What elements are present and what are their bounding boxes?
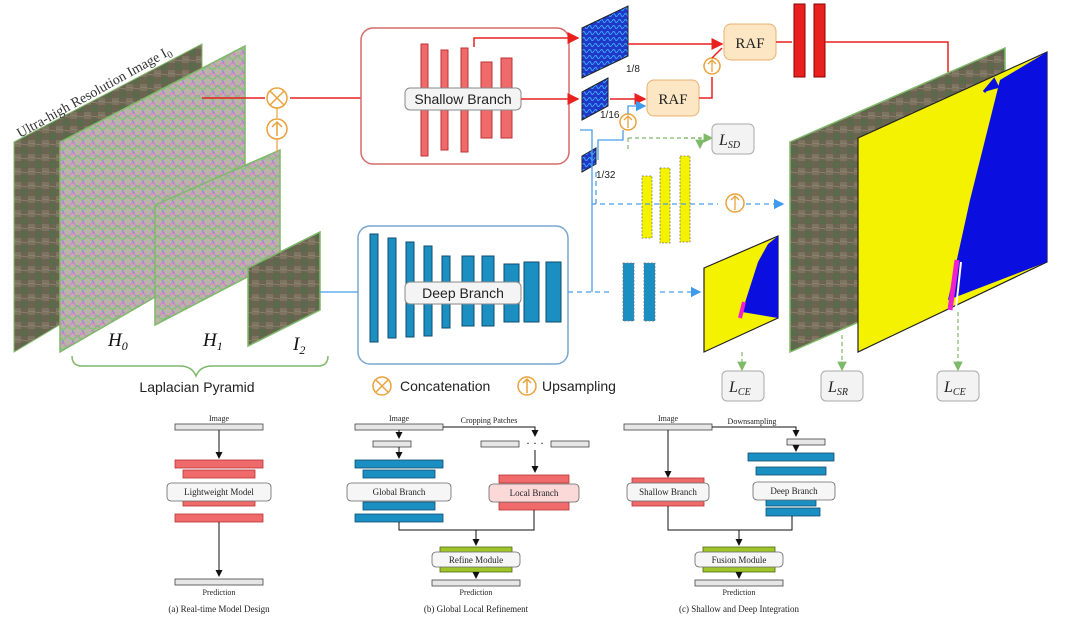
legend-upsample-label: Upsampling	[542, 378, 616, 394]
loss-sr-label: LSR	[827, 379, 848, 398]
panel-a-prediction-label: Prediction	[203, 588, 236, 597]
global-branch-label: Global Branch	[373, 487, 426, 497]
panel-c-deep-branch-label: Deep Branch	[770, 486, 818, 496]
panel-a-caption: (a) Real-time Model Design	[168, 604, 270, 614]
refine-module-label: Refine Module	[449, 555, 503, 565]
panel-c-prediction-bar	[694, 579, 784, 587]
deep-branch-label: Deep Branch	[422, 285, 504, 301]
feature-map-1-8	[581, 5, 629, 79]
scale-1-32: 1/32	[596, 170, 616, 181]
pyramid-brace	[71, 355, 329, 379]
large-segmentation-map	[857, 51, 1048, 353]
loss-ce-2-box	[936, 370, 980, 402]
fusion-module-box	[694, 551, 784, 568]
pyramid-label: Laplacian Pyramid	[139, 379, 254, 395]
output-bar-2	[813, 3, 826, 78]
feature-map-1-16	[581, 77, 609, 121]
panel-c-prediction-label: Prediction	[723, 588, 756, 597]
deep-output-bars	[622, 262, 656, 322]
panel-c: Image Downsampling Deep Branch Shallow B…	[623, 414, 836, 614]
panel-b-image-bar	[354, 423, 444, 431]
loss-sd-label: LSD	[718, 132, 741, 151]
panel-a-image-bar	[174, 423, 264, 431]
i2-layer	[247, 230, 321, 348]
loss-sd-box	[711, 123, 755, 155]
small-segmentation-map	[703, 235, 779, 353]
panel-b-prediction-label: Prediction	[460, 588, 493, 597]
output-bar-1	[793, 3, 806, 78]
feature-map-1-32	[581, 147, 597, 173]
local-branch-box	[488, 483, 580, 503]
lightweight-model-label: Lightweight Model	[184, 487, 254, 497]
loss-ce-1-box	[721, 370, 765, 402]
scale-1-16: 1/16	[600, 110, 620, 121]
global-branch-box	[346, 482, 452, 502]
i2-label: I2	[292, 334, 305, 357]
h0-label: H0	[107, 330, 128, 353]
refine-module-box	[431, 551, 521, 568]
panel-a-image-label: Image	[209, 414, 229, 423]
scale-1-8: 1/8	[626, 64, 640, 75]
panel-b-image-label: Image	[389, 414, 409, 423]
raf-label-1: RAF	[735, 36, 764, 52]
panel-b-prediction-bar	[431, 579, 521, 587]
yellow-decoder-bars	[641, 155, 691, 244]
downsampling-label: Downsampling	[728, 417, 777, 426]
panel-c-shallow-branch-box	[626, 482, 710, 502]
panel-b: Image Cropping Patches · · · Global Bran…	[346, 414, 590, 614]
loss-ce-1-label: LCE	[728, 379, 751, 398]
patch-dots: · · ·	[526, 436, 544, 450]
panel-a: Image Lightweight Model Prediction (a) R…	[166, 414, 272, 614]
loss-ce-2-label: LCE	[943, 379, 966, 398]
panel-c-image-bar	[623, 423, 713, 431]
fusion-module-label: Fusion Module	[712, 555, 767, 565]
panel-c-caption: (c) Shallow and Deep Integration	[679, 604, 799, 614]
shallow-branch-label: Shallow Branch	[414, 91, 511, 107]
legend-concat-label: Concatenation	[400, 378, 490, 394]
h1-label: H1	[202, 330, 223, 353]
panel-c-image-label: Image	[658, 414, 678, 423]
lightweight-model-box	[166, 482, 272, 502]
cropping-label: Cropping Patches	[461, 416, 518, 425]
laplacian-pyramid	[13, 43, 321, 354]
panel-c-deep-branch-box	[752, 481, 836, 501]
panel-a-prediction-bar	[174, 578, 264, 586]
panel-c-shallow-branch-label: Shallow Branch	[639, 487, 697, 497]
loss-sr-box	[820, 370, 864, 402]
panel-b-caption: (b) Global Local Refinement	[424, 604, 529, 614]
deep-branch-label-box	[404, 281, 522, 305]
raf-label-2: RAF	[658, 92, 687, 108]
local-branch-label: Local Branch	[510, 488, 559, 498]
